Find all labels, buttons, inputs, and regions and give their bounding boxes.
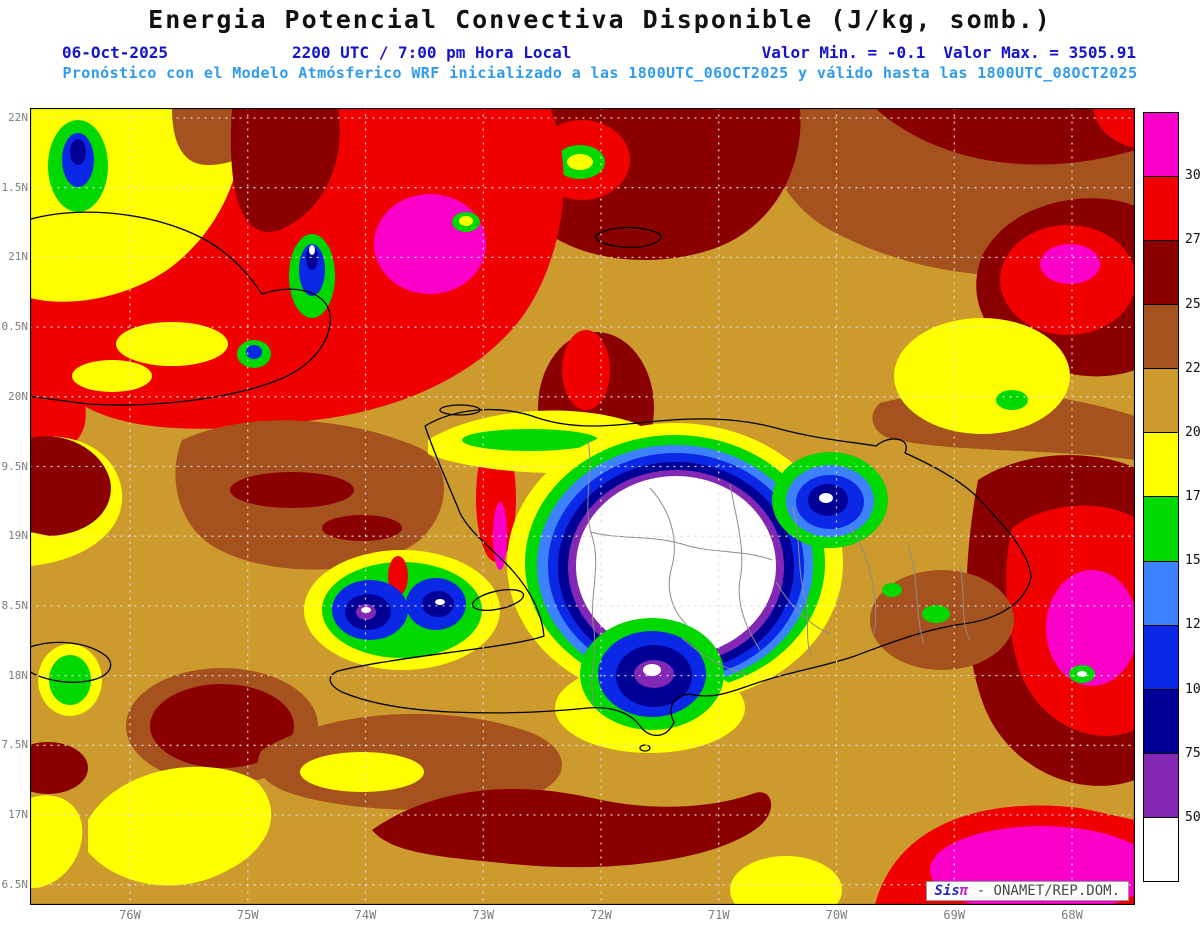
admin-borders bbox=[587, 439, 971, 705]
map-frame: Sisπ - ONAMET/REP.DOM. bbox=[30, 108, 1135, 905]
colorbar-label: 750 bbox=[1185, 745, 1200, 761]
colorbar-label: 3000 bbox=[1185, 168, 1200, 184]
colorbar-segment bbox=[1144, 753, 1178, 818]
value-min: Valor Min. = -0.1 bbox=[761, 43, 926, 62]
colorbar-label: 1750 bbox=[1185, 489, 1200, 504]
lon-label: 70W bbox=[825, 908, 848, 922]
colorbar-segment bbox=[1144, 369, 1178, 434]
colorbar-segment bbox=[1144, 561, 1178, 626]
colorbar-label: 1500 bbox=[1185, 553, 1200, 569]
lon-label: 73W bbox=[472, 908, 495, 922]
lat-label: 17N bbox=[8, 808, 28, 821]
coastlines bbox=[30, 211, 1032, 752]
lat-label: 21N bbox=[8, 250, 28, 264]
lon-label: 75W bbox=[236, 908, 259, 922]
lat-label: 18N bbox=[8, 668, 28, 682]
credit-org: - ONAMET/REP.DOM. bbox=[976, 883, 1120, 899]
credit-app-name: Sis bbox=[934, 883, 960, 899]
lat-label: 7.5N bbox=[1, 738, 29, 752]
colorbar-segment bbox=[1144, 689, 1178, 754]
lat-label: 9.5N bbox=[1, 459, 29, 473]
colorbar-label: 2750 bbox=[1185, 232, 1200, 248]
minmax-values: Valor Min. = -0.1 Valor Max. = 3505.91 bbox=[762, 43, 1136, 62]
colorbar-segment bbox=[1144, 113, 1178, 178]
lon-label: 72W bbox=[590, 908, 612, 922]
lon-label: 69W bbox=[943, 908, 966, 922]
lat-label: 0.5N bbox=[1, 320, 29, 334]
lon-label: 76W bbox=[119, 908, 141, 922]
colorbar-segment bbox=[1144, 241, 1178, 306]
run-date: 06-Oct-2025 bbox=[62, 43, 168, 62]
header-line: 06-Oct-2025 2200 UTC / 7:00 pm Hora Loca… bbox=[0, 43, 1200, 63]
lat-label: 8.5N bbox=[1, 598, 29, 612]
colorbar bbox=[1143, 112, 1179, 882]
lat-label: 19N bbox=[8, 529, 28, 543]
page-title: Energia Potencial Convectiva Disponible … bbox=[148, 5, 1052, 34]
forecast-description: Pronóstico con el Modelo Atmósferico WRF… bbox=[62, 64, 1138, 82]
gridlines bbox=[30, 108, 1135, 905]
credit-pi-symbol: π bbox=[959, 883, 969, 899]
lon-label: 74W bbox=[354, 908, 377, 922]
map-border bbox=[30, 108, 1135, 905]
lat-label: 6.5N bbox=[1, 877, 29, 891]
lon-label: 68W bbox=[1061, 908, 1083, 922]
cape-shaded-contours bbox=[30, 108, 1135, 905]
colorbar-segment bbox=[1144, 305, 1178, 370]
colorbar-label: 2250 bbox=[1185, 360, 1200, 376]
colorbar-labels: 3000 2750 2500 2250 2000 1750 1500 1250 1000 750 5… bbox=[1185, 112, 1200, 882]
lat-label: 20N bbox=[8, 389, 28, 403]
colorbar-segment bbox=[1144, 177, 1178, 242]
colorbar-label: 2500 bbox=[1185, 296, 1200, 312]
colorbar-segment bbox=[1144, 625, 1178, 690]
lat-label: 1.5N bbox=[1, 180, 29, 194]
colorbar-segment bbox=[1144, 817, 1178, 881]
colorbar-segment bbox=[1144, 497, 1178, 562]
colorbar-label: 1000 bbox=[1185, 681, 1200, 697]
valid-time: 2200 UTC / 7:00 pm Hora Local bbox=[292, 43, 572, 62]
colorbar-label: 2000 bbox=[1185, 424, 1200, 440]
credit-box: Sisπ - ONAMET/REP.DOM. bbox=[925, 881, 1129, 901]
lat-label: 22N bbox=[8, 111, 28, 124]
colorbar-label: 1250 bbox=[1185, 617, 1200, 633]
lon-label: 71W bbox=[707, 908, 730, 922]
map-canvas bbox=[30, 108, 1135, 905]
colorbar-segment bbox=[1144, 433, 1178, 498]
value-max: Valor Max. = 3505.91 bbox=[943, 43, 1136, 62]
colorbar-label: 500 bbox=[1185, 809, 1200, 825]
